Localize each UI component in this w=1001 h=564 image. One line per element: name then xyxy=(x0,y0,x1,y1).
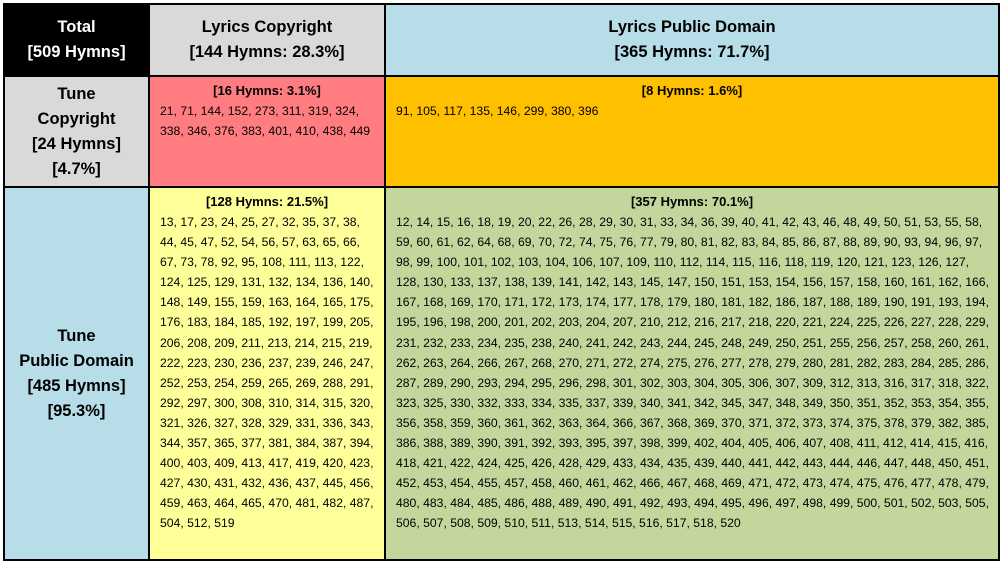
cell-title: [16 Hymns: 3.1%] xyxy=(213,83,321,98)
tune-copyright-line1: Tune xyxy=(57,84,96,103)
tune-public-domain-line3: [485 Hymns] xyxy=(27,376,126,395)
tune-public-domain-line1: Tune xyxy=(57,326,96,345)
tune-copyright-line3: [24 Hymns] xyxy=(32,134,121,153)
total-header-cell: Total [509 Hymns] xyxy=(3,3,150,77)
hymn-number-list: 12, 14, 15, 16, 18, 19, 20, 22, 26, 28, … xyxy=(396,215,989,531)
lyrics-copyright-title: Lyrics Copyright xyxy=(201,18,333,36)
total-title: Total xyxy=(57,18,96,36)
hymn-number-list: 91, 105, 117, 135, 146, 299, 380, 396 xyxy=(396,104,599,118)
tune-copyright-line4: [4.7%] xyxy=(52,159,101,178)
cell-title: [357 Hymns: 70.1%] xyxy=(630,194,754,209)
lyrics-public-domain-count: [365 Hymns: 71.7%] xyxy=(614,43,770,61)
cell-title: [8 Hymns: 1.6%] xyxy=(641,83,743,98)
cell-tune-copyright-lyrics-public-domain: [8 Hymns: 1.6%] 91, 105, 117, 135, 146, … xyxy=(384,75,1000,188)
lyrics-public-domain-header-cell: Lyrics Public Domain [365 Hymns: 71.7%] xyxy=(384,3,1000,77)
tune-copyright-line2: Copyright xyxy=(37,109,116,128)
tune-public-domain-line4: [95.3%] xyxy=(47,401,106,420)
hymn-number-list: 21, 71, 144, 152, 273, 311, 319, 324, 33… xyxy=(160,104,371,139)
cell-tune-public-domain-lyrics-public-domain: [357 Hymns: 70.1%] 12, 14, 15, 16, 18, 1… xyxy=(384,186,1000,561)
hymn-copyright-matrix: Total [509 Hymns] Lyrics Copyright [144 … xyxy=(3,3,1000,561)
hymn-number-list: 13, 17, 23, 24, 25, 27, 32, 35, 37, 38, … xyxy=(160,215,374,531)
lyrics-public-domain-title: Lyrics Public Domain xyxy=(608,18,776,36)
tune-copyright-row-header: Tune Copyright [24 Hymns] [4.7%] xyxy=(3,75,150,188)
lyrics-copyright-count: [144 Hymns: 28.3%] xyxy=(189,43,345,61)
cell-title: [128 Hymns: 21.5%] xyxy=(205,194,329,209)
tune-public-domain-line2: Public Domain xyxy=(19,351,134,370)
tune-public-domain-row-header: Tune Public Domain [485 Hymns] [95.3%] xyxy=(3,186,150,561)
total-count: [509 Hymns] xyxy=(27,43,126,61)
cell-tune-copyright-lyrics-copyright: [16 Hymns: 3.1%] 21, 71, 144, 152, 273, … xyxy=(148,75,386,188)
cell-tune-public-domain-lyrics-copyright: [128 Hymns: 21.5%] 13, 17, 23, 24, 25, 2… xyxy=(148,186,386,561)
lyrics-copyright-header-cell: Lyrics Copyright [144 Hymns: 28.3%] xyxy=(148,3,386,77)
